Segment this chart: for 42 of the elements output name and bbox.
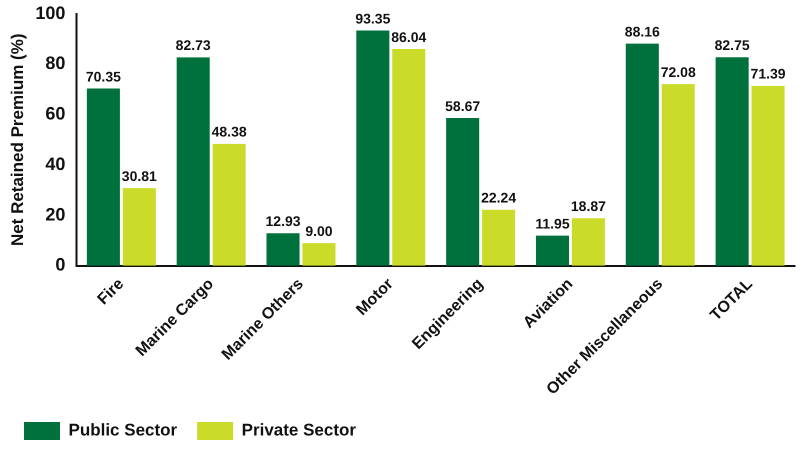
- bar: [122, 188, 156, 266]
- text: 11.95: [535, 216, 570, 232]
- bar: [266, 233, 300, 266]
- text: 71.39: [750, 66, 786, 82]
- y-tick-label: 0: [55, 254, 66, 275]
- y-tick-label: 100: [35, 2, 66, 23]
- text: 30.81: [122, 168, 157, 184]
- bar: [482, 210, 516, 266]
- bar: [536, 236, 570, 266]
- text: 18.87: [570, 198, 606, 214]
- text: 9.00: [305, 222, 333, 239]
- bar: [86, 88, 120, 266]
- bar: [212, 144, 246, 266]
- text: 58.67: [445, 98, 480, 114]
- text: 22.24: [481, 190, 516, 206]
- text: 48.38: [212, 124, 247, 140]
- bar: [752, 86, 785, 266]
- bar: [392, 48, 426, 266]
- bar: [716, 57, 749, 266]
- bar: [572, 218, 605, 266]
- text: 82.73: [176, 37, 211, 54]
- text: 93.35: [355, 10, 390, 26]
- bar: [356, 30, 390, 266]
- text: 88.16: [624, 23, 660, 40]
- y-axis-title: Net Retained Premium (%): [8, 34, 27, 246]
- legend-label: Public Sector: [68, 420, 178, 440]
- legend-label: Private Sector: [242, 420, 356, 440]
- x-tick-label: Fire: [94, 275, 128, 308]
- y-tick-label: 20: [45, 204, 66, 224]
- bar: [302, 243, 336, 266]
- bar: [626, 44, 659, 266]
- text: 72.08: [660, 64, 696, 80]
- bar: [662, 84, 695, 266]
- bar: [446, 118, 480, 266]
- y-tick-label: 40: [45, 154, 66, 174]
- y-tick-label: 60: [45, 104, 66, 124]
- text: 12.93: [265, 213, 301, 230]
- text: 82.75: [714, 37, 750, 54]
- y-tick-label: 80: [45, 53, 66, 74]
- text: 86.04: [391, 28, 426, 45]
- bar: [176, 57, 210, 266]
- text: 70.35: [86, 68, 121, 84]
